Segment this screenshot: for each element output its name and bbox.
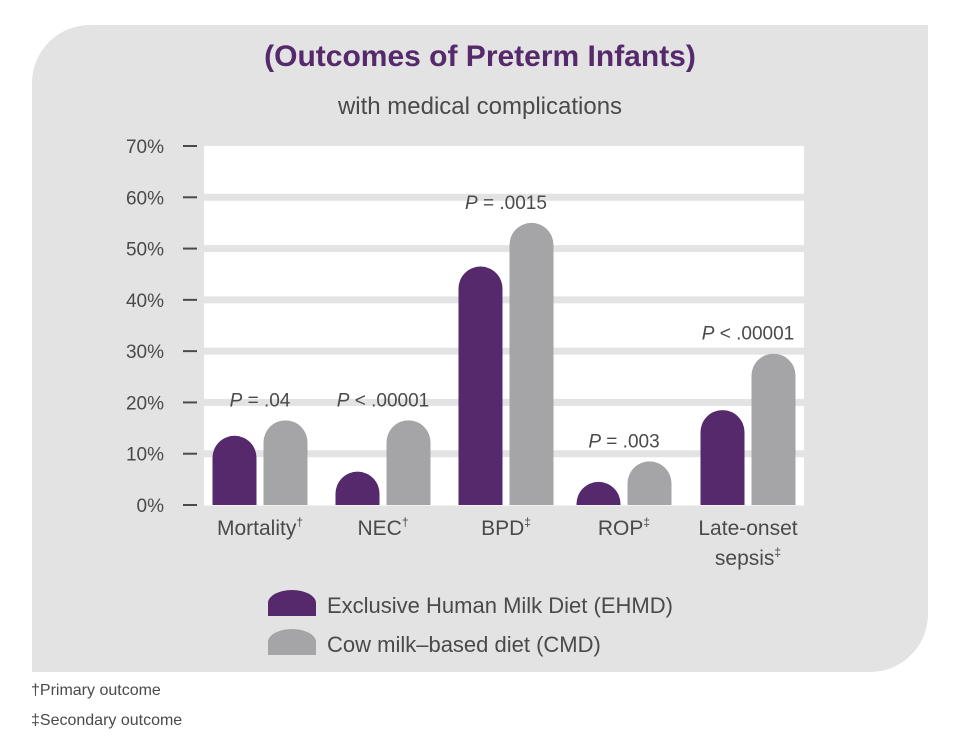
footnote-secondary: ‡Secondary outcome — [31, 712, 183, 729]
bar-cmd-4 — [751, 353, 796, 505]
bar-ehmd-1 — [335, 471, 380, 505]
x-tick-label: Mortality† — [217, 515, 303, 540]
bar-cmd-2 — [509, 222, 554, 505]
gridline — [204, 398, 804, 406]
y-tick-label: 30% — [126, 342, 164, 363]
chart-title: (Outcomes of Preterm Infants) — [264, 40, 696, 73]
y-tick-label: 10% — [126, 445, 164, 466]
x-tick-label: NEC† — [357, 515, 408, 540]
p-value-label: P < .00001 — [702, 324, 794, 345]
legend-swatch-cmd — [268, 629, 316, 655]
p-value-label: P = .04 — [230, 390, 291, 411]
y-tick-label: 60% — [126, 188, 164, 209]
legend-swatch-ehmd — [268, 590, 316, 616]
bar-ehmd-0 — [212, 435, 257, 505]
p-value-label: P = .003 — [588, 431, 659, 452]
p-value-label: P = .0015 — [465, 193, 547, 214]
bar-cmd-0 — [263, 420, 308, 505]
gridline — [204, 347, 804, 355]
gridline — [204, 450, 804, 458]
legend-label-ehmd: Exclusive Human Milk Diet (EHMD) — [327, 593, 673, 618]
y-tick-label: 40% — [126, 291, 164, 312]
legend-label-cmd: Cow milk–based diet (CMD) — [327, 632, 601, 657]
footnote-primary: †Primary outcome — [31, 682, 161, 699]
bar-cmd-1 — [386, 420, 431, 505]
bar-cmd-3 — [627, 461, 672, 505]
x-tick-label: ROP‡ — [598, 515, 650, 540]
bar-ehmd-3 — [576, 481, 621, 505]
x-tick-label: Late-onset — [698, 517, 797, 540]
y-tick-label: 70% — [126, 137, 164, 158]
gridline — [204, 296, 804, 304]
y-tick-label: 0% — [137, 496, 165, 517]
p-value-label: P < .00001 — [337, 390, 429, 411]
gridline — [204, 245, 804, 253]
bar-ehmd-4 — [700, 410, 745, 505]
chart-subtitle: with medical complications — [337, 93, 622, 120]
y-tick-label: 50% — [126, 240, 164, 261]
x-tick-label: BPD‡ — [481, 515, 531, 540]
x-tick-label: sepsis‡ — [715, 545, 781, 570]
gridline — [204, 193, 804, 201]
bar-ehmd-2 — [458, 266, 503, 505]
y-tick-label: 20% — [126, 393, 164, 414]
